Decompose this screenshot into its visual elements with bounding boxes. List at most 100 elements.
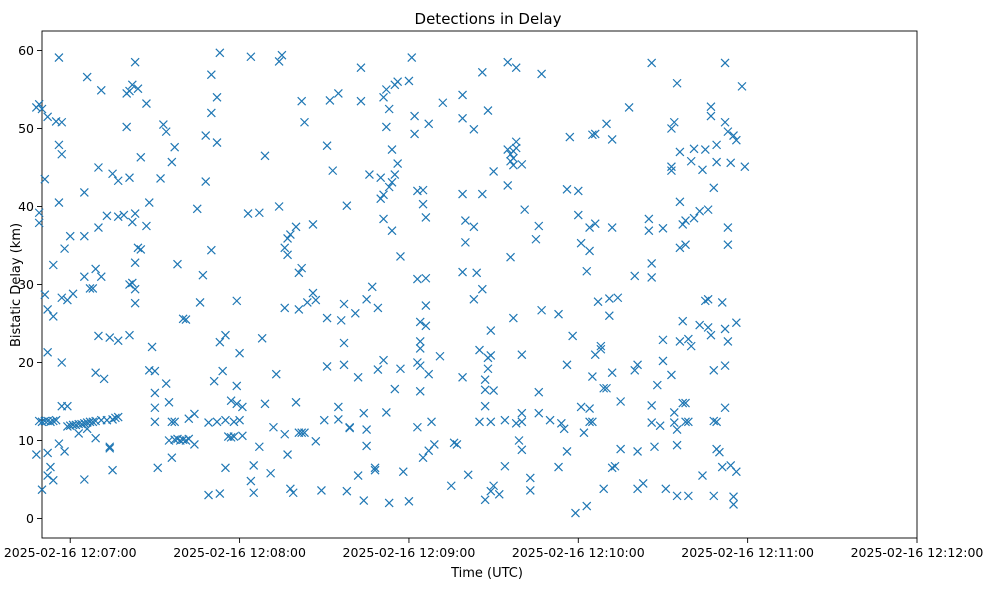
data-point bbox=[565, 132, 575, 142]
data-point bbox=[54, 198, 64, 208]
data-point bbox=[460, 216, 470, 225]
data-point bbox=[517, 408, 527, 418]
data-point bbox=[480, 385, 490, 395]
data-point bbox=[698, 165, 707, 175]
data-point bbox=[534, 408, 544, 418]
data-point bbox=[147, 342, 157, 352]
data-point bbox=[206, 108, 216, 118]
data-point bbox=[283, 250, 292, 260]
data-point bbox=[418, 453, 428, 463]
data-point bbox=[559, 424, 569, 434]
data-point bbox=[328, 166, 338, 176]
data-point bbox=[212, 138, 222, 147]
data-point bbox=[534, 387, 544, 397]
data-point bbox=[582, 501, 592, 511]
data-point bbox=[167, 417, 177, 427]
data-point bbox=[658, 335, 668, 345]
data-point bbox=[585, 223, 595, 232]
data-point bbox=[585, 417, 595, 427]
data-point bbox=[384, 182, 394, 192]
data-point bbox=[110, 413, 120, 423]
data-point bbox=[494, 489, 504, 499]
data-point bbox=[740, 162, 750, 172]
data-point bbox=[379, 214, 388, 224]
data-point bbox=[562, 360, 572, 370]
data-point bbox=[415, 337, 425, 346]
data-point bbox=[311, 436, 321, 446]
data-point bbox=[153, 463, 163, 473]
data-point bbox=[88, 417, 98, 427]
data-point bbox=[486, 326, 496, 335]
data-point bbox=[503, 181, 513, 190]
data-point bbox=[672, 491, 682, 501]
data-point bbox=[54, 53, 64, 62]
data-point bbox=[308, 220, 318, 229]
data-point bbox=[136, 244, 146, 254]
y-tick-label: 10 bbox=[18, 433, 34, 448]
data-point bbox=[376, 194, 386, 204]
data-point bbox=[506, 252, 515, 262]
data-point bbox=[317, 485, 326, 495]
data-point bbox=[336, 315, 346, 325]
data-point bbox=[79, 475, 89, 484]
data-point bbox=[537, 305, 547, 315]
data-point bbox=[387, 226, 397, 236]
data-point bbox=[537, 69, 547, 79]
data-point bbox=[489, 386, 499, 396]
data-point bbox=[427, 417, 436, 427]
data-point bbox=[667, 166, 676, 176]
data-point bbox=[458, 267, 467, 277]
data-point bbox=[712, 140, 722, 150]
data-point bbox=[556, 418, 566, 428]
data-point bbox=[683, 334, 693, 344]
data-point bbox=[96, 272, 106, 282]
data-point bbox=[105, 333, 115, 342]
data-point bbox=[729, 492, 738, 502]
data-point bbox=[709, 491, 719, 501]
data-point bbox=[359, 496, 369, 505]
data-point bbox=[421, 301, 431, 310]
data-point bbox=[393, 77, 403, 87]
data-point bbox=[587, 417, 597, 427]
data-point bbox=[517, 350, 527, 360]
data-point bbox=[167, 157, 177, 167]
data-point bbox=[421, 212, 431, 222]
data-point bbox=[638, 478, 648, 488]
data-point bbox=[150, 417, 160, 427]
data-point bbox=[215, 337, 225, 347]
data-point bbox=[703, 294, 713, 304]
data-point bbox=[709, 365, 719, 375]
data-point bbox=[48, 416, 58, 426]
data-point bbox=[198, 270, 208, 280]
data-point bbox=[125, 173, 134, 183]
data-point bbox=[356, 96, 366, 106]
data-point bbox=[201, 131, 211, 140]
data-point bbox=[319, 415, 329, 425]
data-point bbox=[221, 463, 230, 473]
data-point bbox=[108, 465, 117, 475]
data-point bbox=[229, 432, 239, 442]
data-point bbox=[269, 422, 278, 432]
data-point bbox=[590, 219, 600, 229]
data-point bbox=[709, 416, 719, 426]
x-tick-label: 2025-02-16 12:11:00 bbox=[681, 545, 814, 560]
data-point bbox=[260, 399, 270, 409]
data-point bbox=[257, 333, 267, 343]
data-point bbox=[672, 425, 682, 435]
data-point bbox=[57, 117, 67, 127]
data-point bbox=[477, 284, 487, 294]
data-point bbox=[381, 122, 391, 132]
data-point bbox=[57, 293, 67, 303]
data-point bbox=[554, 462, 563, 472]
data-point bbox=[486, 417, 496, 427]
data-point bbox=[88, 283, 98, 293]
data-point bbox=[384, 498, 394, 508]
data-point bbox=[77, 419, 86, 429]
data-point bbox=[274, 202, 284, 211]
data-point bbox=[43, 112, 53, 122]
data-point bbox=[133, 243, 143, 253]
data-point bbox=[48, 312, 58, 321]
data-point bbox=[99, 374, 109, 384]
data-point bbox=[720, 361, 730, 371]
data-point bbox=[91, 433, 101, 443]
